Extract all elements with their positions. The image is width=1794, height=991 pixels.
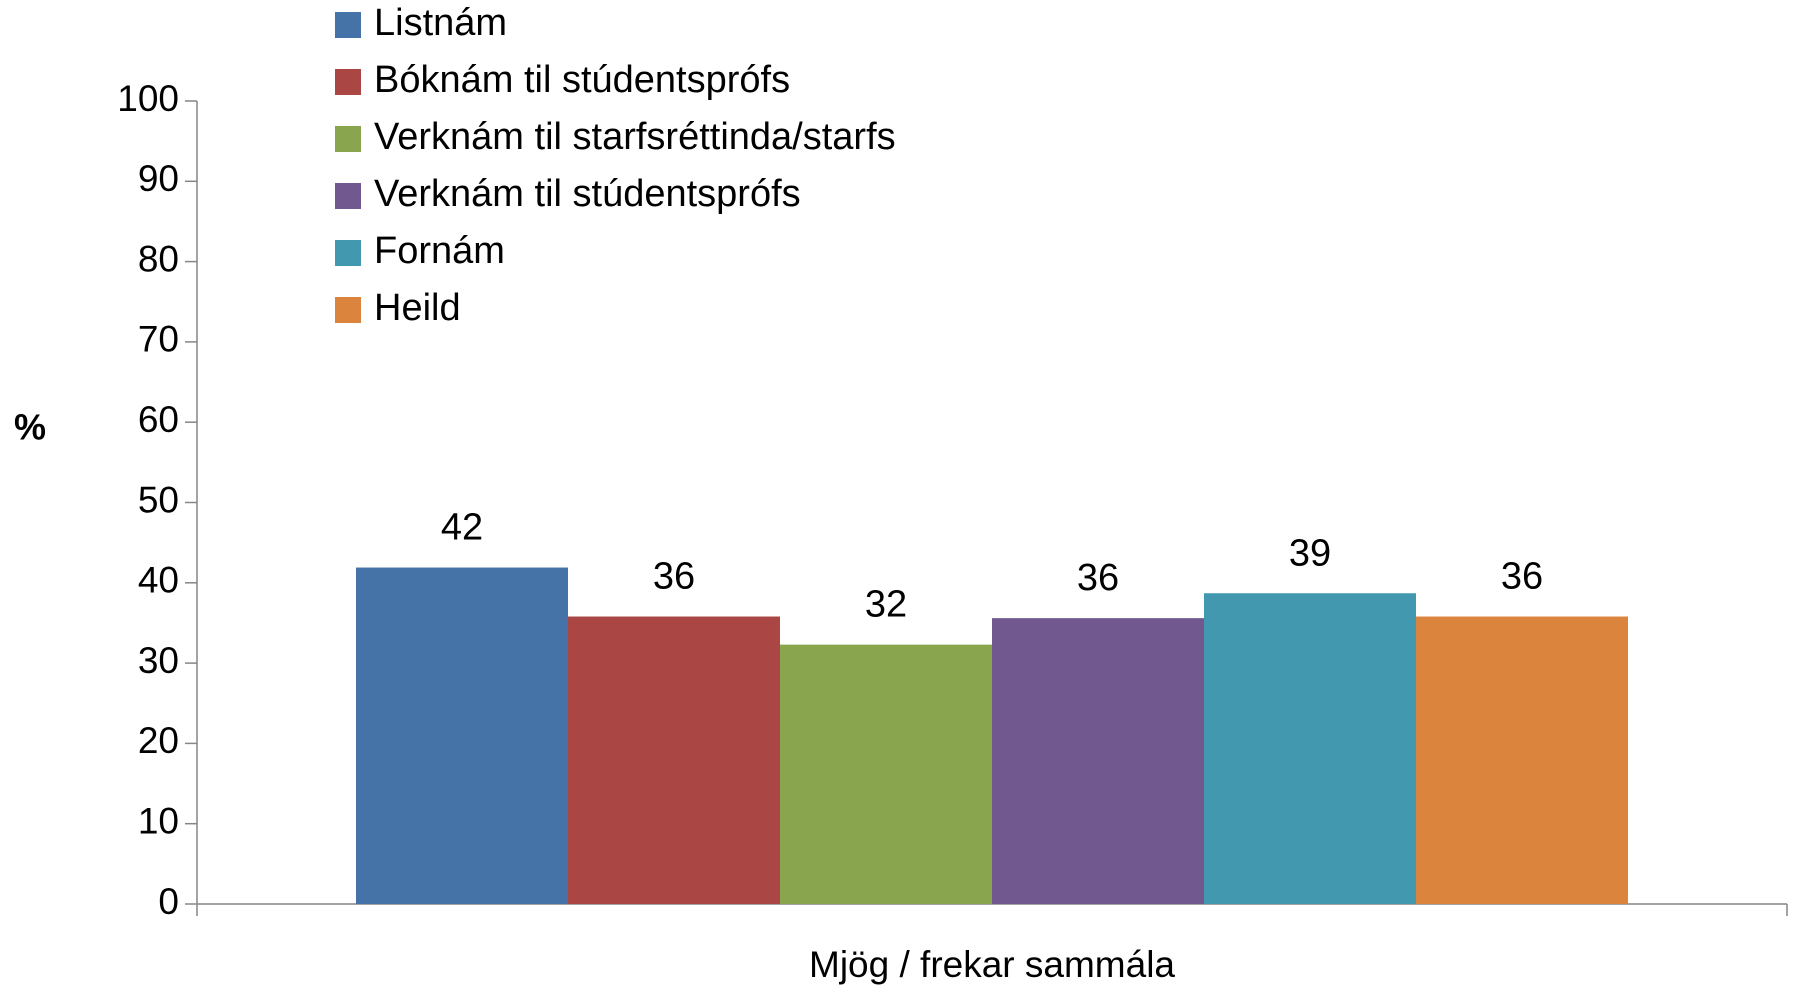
y-tick-label: 70 [138,319,179,360]
bar [1204,593,1416,904]
legend-label: Listnám [374,2,507,44]
legend-swatch [335,12,361,38]
y-tick-label: 30 [138,640,179,681]
legend-label: Verknám til starfsréttinda/starfs [374,116,896,158]
legend-swatch [335,240,361,266]
y-tick-label: 20 [138,720,179,761]
y-tick-label: 40 [138,560,179,601]
y-tick-label: 10 [138,800,179,841]
legend-label: Heild [374,287,461,329]
legend-label: Verknám til stúdentsprófs [374,173,801,215]
y-axis-label: % [14,407,46,448]
y-tick-label: 90 [138,158,179,199]
legend-label: Bóknám til stúdentsprófs [374,59,790,101]
value-label: 32 [865,584,907,626]
value-label: 36 [1501,556,1543,598]
y-tick-label: 100 [117,78,179,119]
y-tick-label: 0 [158,881,179,922]
bar [1416,616,1628,904]
y-tick-label: 60 [138,399,179,440]
bar [992,618,1204,904]
bar [568,616,780,904]
legend-swatch [335,297,361,323]
legend-swatch [335,69,361,95]
y-tick-label: 50 [138,479,179,520]
x-tick-label: Mjög / frekar sammála [809,944,1175,985]
y-tick-label: 80 [138,238,179,279]
legend-swatch [335,183,361,209]
bar [780,644,992,904]
value-label: 36 [653,556,695,598]
bar [356,567,568,904]
value-label: 39 [1289,532,1331,574]
value-label: 42 [441,507,483,549]
legend-swatch [335,126,361,152]
legend-label: Fornám [374,230,505,272]
value-label: 36 [1077,557,1119,599]
